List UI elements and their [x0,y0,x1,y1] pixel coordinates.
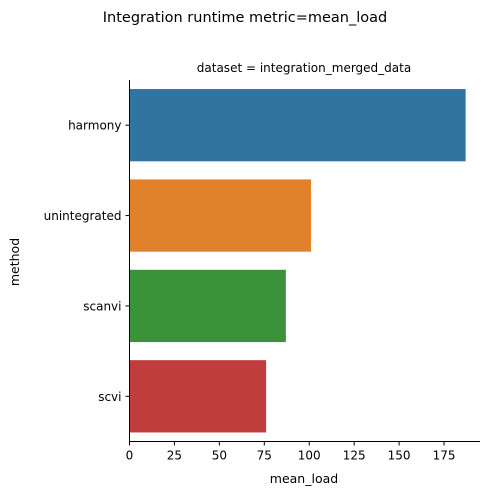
bar-scanvi [129,269,286,343]
y-tick-label: scanvi [83,299,121,313]
x-tick-label: 0 [126,449,134,463]
x-tick-label: 75 [257,449,272,463]
x-tick-label: 100 [298,449,321,463]
x-tick-label: 25 [167,449,182,463]
x-ticks-group: 0 25 50 75 100 125 150 175 [126,441,456,463]
x-tick-label: 150 [388,449,411,463]
bar-unintegrated [129,179,312,252]
bar-harmony [129,89,466,162]
x-tick-label: 175 [433,449,456,463]
y-tick-label: scvi [98,390,121,404]
facet-subtitle: dataset = integration_merged_data [197,61,411,75]
y-tick-label: harmony [68,119,121,133]
bar-scvi [129,360,267,433]
chart-title: Integration runtime metric=mean_load [103,10,387,26]
y-axis-label: method [7,238,22,286]
x-tick-label: 125 [343,449,366,463]
bars-group [129,89,466,433]
x-tick-label: 50 [212,449,227,463]
y-tick-label: unintegrated [44,209,122,223]
y-ticks-group: harmony unintegrated scanvi scvi [44,119,130,404]
x-axis-label: mean_load [270,471,338,486]
